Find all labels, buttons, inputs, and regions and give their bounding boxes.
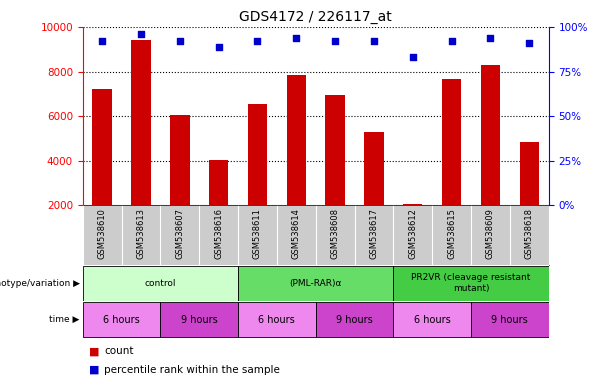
- Title: GDS4172 / 226117_at: GDS4172 / 226117_at: [239, 10, 392, 25]
- Bar: [238, 302, 316, 337]
- Point: [447, 38, 457, 44]
- Text: GSM538609: GSM538609: [486, 209, 495, 259]
- Text: GSM538610: GSM538610: [97, 209, 107, 259]
- Bar: [170, 115, 189, 205]
- Bar: [131, 40, 151, 205]
- Text: 9 hours: 9 hours: [492, 314, 528, 325]
- Bar: [238, 266, 394, 301]
- Point: [485, 35, 495, 41]
- Bar: [519, 142, 539, 205]
- Bar: [364, 132, 384, 205]
- Text: GSM538614: GSM538614: [292, 209, 301, 259]
- Point: [136, 31, 146, 37]
- Text: control: control: [145, 279, 176, 288]
- Text: time ▶: time ▶: [49, 315, 80, 324]
- Point: [97, 38, 107, 44]
- Point: [253, 38, 262, 44]
- Point: [524, 40, 534, 46]
- Bar: [83, 266, 238, 301]
- Text: 9 hours: 9 hours: [336, 314, 373, 325]
- Text: GSM538607: GSM538607: [175, 209, 185, 260]
- Bar: [316, 302, 394, 337]
- Bar: [403, 204, 422, 205]
- Text: 6 hours: 6 hours: [414, 314, 451, 325]
- Text: 9 hours: 9 hours: [181, 314, 218, 325]
- Text: 6 hours: 6 hours: [103, 314, 140, 325]
- Bar: [471, 302, 549, 337]
- Point: [408, 54, 417, 60]
- Text: (PML-RAR)α: (PML-RAR)α: [289, 279, 342, 288]
- Text: genotype/variation ▶: genotype/variation ▶: [0, 279, 80, 288]
- Text: GSM538615: GSM538615: [447, 209, 456, 259]
- Bar: [394, 266, 549, 301]
- Point: [214, 43, 224, 50]
- Text: GSM538611: GSM538611: [253, 209, 262, 259]
- Point: [369, 38, 379, 44]
- Text: GSM538612: GSM538612: [408, 209, 417, 259]
- Text: ■: ■: [89, 364, 99, 375]
- Point: [291, 35, 301, 41]
- Text: GSM538618: GSM538618: [525, 209, 534, 260]
- Text: 6 hours: 6 hours: [259, 314, 295, 325]
- Text: GSM538608: GSM538608: [330, 209, 340, 260]
- Text: GSM538617: GSM538617: [370, 209, 378, 260]
- Bar: [209, 160, 228, 205]
- Bar: [248, 104, 267, 205]
- Text: count: count: [104, 346, 134, 356]
- Text: ■: ■: [89, 346, 99, 356]
- Text: percentile rank within the sample: percentile rank within the sample: [104, 364, 280, 375]
- Bar: [287, 75, 306, 205]
- Point: [330, 38, 340, 44]
- Text: PR2VR (cleavage resistant
mutant): PR2VR (cleavage resistant mutant): [411, 273, 531, 293]
- Bar: [161, 302, 238, 337]
- Text: GSM538613: GSM538613: [137, 209, 145, 260]
- Bar: [93, 89, 112, 205]
- Point: [175, 38, 185, 44]
- Bar: [481, 65, 500, 205]
- Bar: [83, 302, 161, 337]
- Text: GSM538616: GSM538616: [214, 209, 223, 260]
- Bar: [394, 302, 471, 337]
- Bar: [442, 79, 462, 205]
- Bar: [326, 95, 345, 205]
